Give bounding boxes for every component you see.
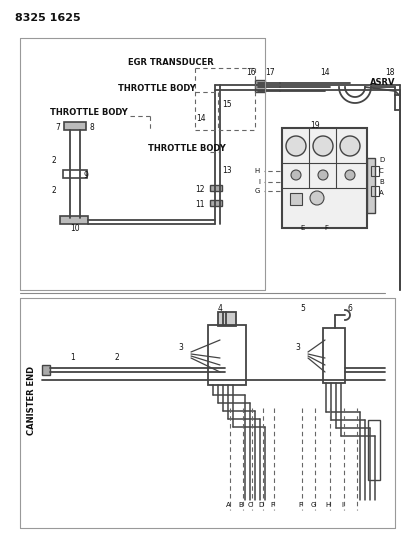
- Text: 2: 2: [52, 156, 56, 165]
- Text: 2: 2: [52, 185, 56, 195]
- Circle shape: [317, 170, 327, 180]
- Circle shape: [285, 136, 305, 156]
- Text: C: C: [378, 168, 383, 174]
- Text: I: I: [340, 502, 342, 508]
- Text: 6: 6: [347, 303, 352, 312]
- Text: B: B: [378, 179, 383, 185]
- Text: 3: 3: [294, 343, 299, 352]
- Text: ASRV: ASRV: [369, 77, 395, 86]
- Text: H: H: [325, 502, 330, 508]
- Bar: [370, 186, 378, 196]
- Text: 2: 2: [115, 353, 119, 362]
- Text: E: E: [299, 225, 303, 231]
- Text: 15: 15: [221, 100, 231, 109]
- Text: 7: 7: [55, 123, 60, 132]
- Bar: [367, 420, 379, 480]
- Text: 14: 14: [319, 68, 329, 77]
- Text: F: F: [270, 502, 273, 508]
- Text: D: D: [378, 157, 383, 163]
- Bar: [254, 80, 264, 92]
- Bar: [322, 328, 344, 383]
- Text: THROTTLE BODY: THROTTLE BODY: [118, 84, 195, 93]
- Circle shape: [290, 170, 300, 180]
- Text: C: C: [247, 502, 252, 508]
- Text: I: I: [257, 179, 259, 185]
- Text: 16: 16: [245, 68, 255, 77]
- Circle shape: [312, 136, 332, 156]
- Text: 11: 11: [195, 199, 204, 208]
- Circle shape: [339, 136, 359, 156]
- Circle shape: [344, 170, 354, 180]
- Text: THROTTLE BODY: THROTTLE BODY: [148, 143, 225, 152]
- Text: A: A: [225, 502, 230, 508]
- Text: 8: 8: [90, 123, 94, 132]
- Text: F: F: [323, 225, 327, 231]
- Text: G: G: [310, 502, 315, 508]
- Text: 17: 17: [264, 68, 274, 77]
- Text: A: A: [378, 190, 383, 196]
- Text: 4: 4: [218, 303, 222, 312]
- Bar: [64, 122, 86, 130]
- Bar: [366, 158, 374, 213]
- Bar: [209, 200, 221, 206]
- Text: EGR TRANSDUCER: EGR TRANSDUCER: [128, 58, 213, 67]
- Text: 14: 14: [196, 114, 205, 123]
- Bar: [209, 185, 221, 191]
- Text: 12: 12: [195, 184, 204, 193]
- Circle shape: [309, 191, 323, 205]
- Text: 5: 5: [299, 303, 304, 312]
- Text: 19: 19: [309, 120, 319, 130]
- Text: 18: 18: [384, 68, 393, 77]
- Text: 13: 13: [221, 166, 231, 174]
- Bar: [281, 128, 366, 228]
- Text: CANISTER END: CANISTER END: [27, 366, 36, 434]
- Text: 3: 3: [178, 343, 182, 352]
- Bar: [289, 193, 301, 205]
- Text: 9: 9: [84, 171, 89, 180]
- Text: H: H: [254, 168, 259, 174]
- Text: B: B: [238, 502, 243, 508]
- Bar: [207, 325, 245, 385]
- Bar: [370, 166, 378, 176]
- Bar: [63, 170, 87, 178]
- Text: F: F: [297, 502, 301, 508]
- Text: G: G: [254, 188, 259, 194]
- Text: 10: 10: [70, 223, 79, 232]
- Bar: [60, 216, 88, 224]
- Text: 8325 1625: 8325 1625: [15, 13, 81, 23]
- Text: THROTTLE BODY: THROTTLE BODY: [50, 108, 128, 117]
- Text: D: D: [258, 502, 263, 508]
- Text: 1: 1: [70, 353, 74, 362]
- Bar: [218, 312, 236, 326]
- Bar: [42, 365, 50, 375]
